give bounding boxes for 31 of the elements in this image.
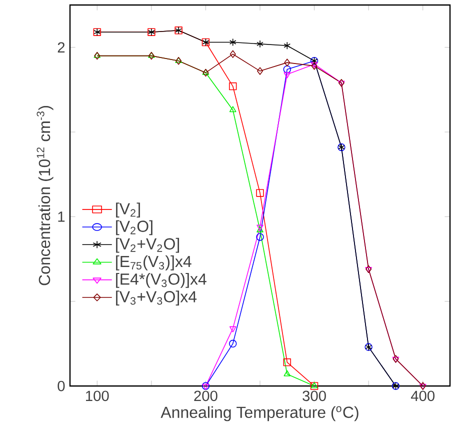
point bbox=[284, 72, 291, 78]
legend-label: [V$_{3}$+V$_{3}$O]x4 bbox=[116, 290, 197, 306]
x-tick-label: 400 bbox=[410, 390, 435, 402]
point bbox=[256, 40, 264, 48]
point bbox=[256, 189, 264, 197]
point bbox=[229, 38, 236, 46]
point bbox=[283, 65, 292, 74]
point bbox=[284, 370, 291, 376]
y-tick-label: 0 bbox=[58, 380, 65, 392]
point bbox=[257, 67, 264, 75]
point bbox=[283, 358, 292, 366]
legend-label: [E$_{75}$(V$_{3}$)]x4 bbox=[116, 255, 192, 270]
legend-label: [V$_{2}$+V$_{2}$O] bbox=[116, 238, 180, 253]
legend-label: [V$_{2}$] bbox=[116, 202, 140, 218]
point bbox=[228, 82, 237, 90]
y-axis-title: Concentration (10$^{12}$ cm$^{-3}$) bbox=[36, 106, 54, 286]
x-tick-label: 100 bbox=[86, 390, 109, 402]
x-axis-title: Annealing Temperature ($^{o}$C) bbox=[160, 406, 358, 422]
point bbox=[284, 58, 290, 66]
x-tick-label: 300 bbox=[302, 390, 326, 402]
point bbox=[230, 50, 236, 58]
legend-label: [V$_{2}$O] bbox=[116, 220, 152, 236]
point bbox=[229, 106, 236, 112]
point bbox=[228, 340, 237, 348]
y-tick-label: 2 bbox=[58, 42, 65, 52]
x-tick-label: 200 bbox=[194, 390, 218, 402]
y-tick-label: 1 bbox=[58, 212, 65, 222]
legend-label: [E4*(V$_{3}$O)]x4 bbox=[116, 273, 206, 288]
point bbox=[284, 42, 291, 50]
point bbox=[256, 233, 264, 241]
point bbox=[229, 326, 236, 332]
